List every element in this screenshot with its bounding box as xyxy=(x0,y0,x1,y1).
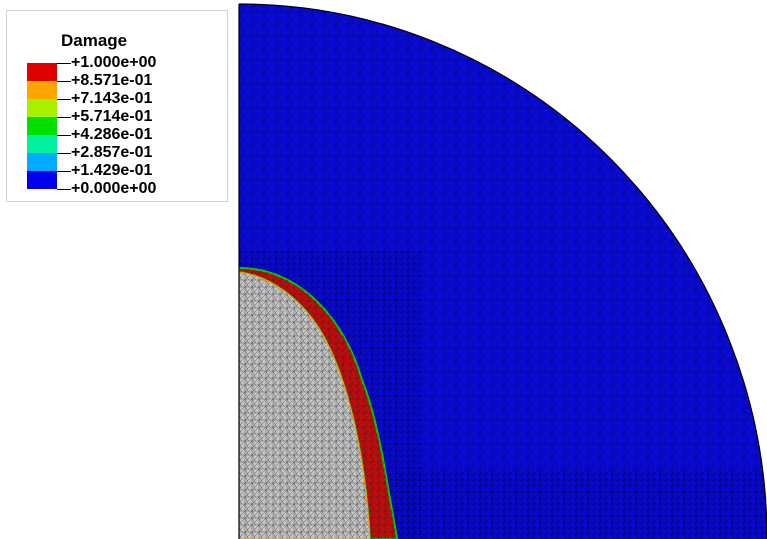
legend-label: +7.143e-01 xyxy=(71,90,153,107)
legend-tick xyxy=(57,135,71,136)
quarter-disc-mesh xyxy=(239,4,767,539)
legend-label: +5.714e-01 xyxy=(71,108,153,125)
outer-boundary-arc xyxy=(238,3,767,539)
legend-tick xyxy=(57,81,71,82)
legend-swatch xyxy=(27,117,57,135)
legend-swatch xyxy=(27,63,57,81)
damage-legend: Damage +1.000e+00 +8.571e-01 +7.143e-01 … xyxy=(6,10,228,202)
legend-label: +0.000e+00 xyxy=(71,180,157,197)
legend-label: +1.429e-01 xyxy=(71,162,153,179)
legend-title: Damage xyxy=(61,31,128,50)
legend-label: +8.571e-01 xyxy=(71,72,153,89)
legend-tick xyxy=(57,153,71,154)
legend-label: +4.286e-01 xyxy=(71,126,153,143)
legend-label: +1.000e+00 xyxy=(71,54,157,71)
legend-tick xyxy=(57,63,71,64)
legend-swatch xyxy=(27,171,57,189)
legend-swatch xyxy=(27,135,57,153)
damaged-band-mesh xyxy=(239,268,397,539)
legend-label: +2.857e-01 xyxy=(71,144,153,161)
legend-tick xyxy=(57,117,71,118)
legend-swatch xyxy=(27,99,57,117)
legend-tick xyxy=(57,189,71,190)
legend-swatch xyxy=(27,153,57,171)
legend-tick xyxy=(57,171,71,172)
legend-tick xyxy=(57,99,71,100)
legend-swatch xyxy=(27,81,57,99)
removed-elements-mesh xyxy=(239,271,371,539)
